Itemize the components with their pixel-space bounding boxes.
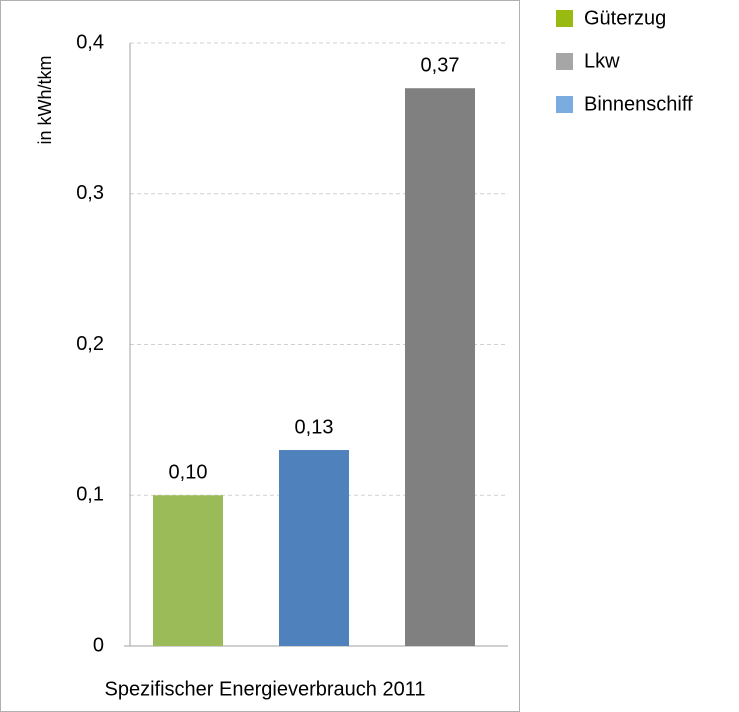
- y-axis-label: in kWh/tkm: [35, 55, 55, 144]
- bar: [153, 495, 223, 646]
- y-tick-label: 0,1: [76, 484, 104, 506]
- y-tick-label: 0,4: [76, 31, 104, 53]
- value-label: 0,10: [169, 462, 208, 484]
- value-label: 0,37: [421, 55, 460, 77]
- legend-label: Lkw: [584, 50, 620, 72]
- x-axis-label: Spezifischer Energieverbrauch 2011: [105, 678, 426, 700]
- bar: [279, 450, 349, 646]
- value-label: 0,13: [295, 416, 334, 438]
- y-tick-label: 0: [93, 634, 104, 656]
- legend-swatch: [556, 96, 573, 113]
- legend-swatch: [556, 10, 573, 27]
- bar: [405, 88, 475, 647]
- legend-label: Binnenschiff: [584, 93, 693, 115]
- legend-label: Güterzug: [584, 7, 666, 29]
- y-tick-label: 0,2: [76, 333, 104, 355]
- y-tick-label: 0,3: [76, 182, 104, 204]
- legend-swatch: [556, 53, 573, 70]
